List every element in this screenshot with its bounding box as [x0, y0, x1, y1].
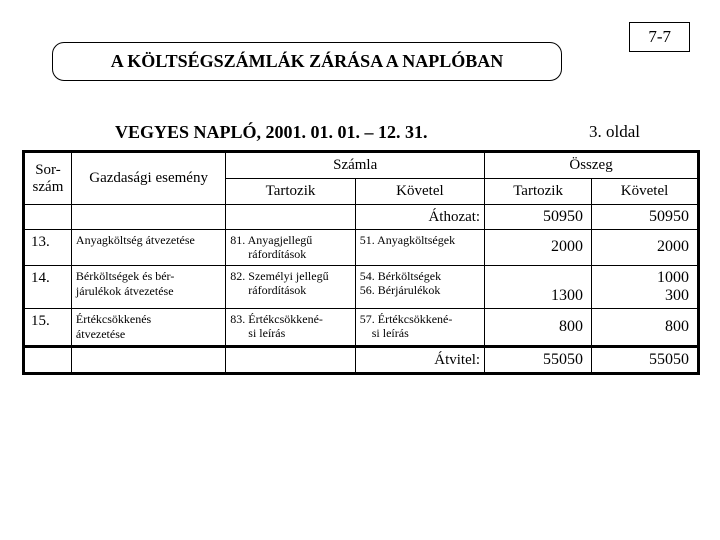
page-number: 7-7 — [629, 22, 690, 52]
atvitel-tartozik: 55050 — [485, 346, 592, 373]
row-event: Bérköltségek és bér- járulékok átvezetés… — [71, 265, 225, 308]
row-sor: 15. — [24, 308, 72, 346]
journal-table: Sor- szám Gazdasági esemény Számla Össze… — [22, 150, 700, 375]
subtitle: VEGYES NAPLÓ, 2001. 01. 01. – 12. 31. — [115, 122, 428, 143]
row-acc-tartozik: 82. Személyi jellegű ráfordítások — [226, 265, 355, 308]
header-esemeny: Gazdasági esemény — [71, 152, 225, 205]
row-tartozik: 2000 — [485, 230, 592, 266]
row-kovetel: 2000 — [592, 230, 699, 266]
atvitel-event — [71, 346, 225, 373]
athozat-acc-t — [226, 205, 355, 230]
table-row: 15. Értékcsökkenés átvezetése 83. Értékc… — [24, 308, 699, 346]
page-info: 3. oldal — [589, 122, 640, 143]
row-acc-tartozik: 81. Anyagjellegű ráfordítások — [226, 230, 355, 266]
row-event: Anyagköltség átvezetése — [71, 230, 225, 266]
athozat-tartozik: 50950 — [485, 205, 592, 230]
header-sorszam: Sor- szám — [24, 152, 72, 205]
atvitel-label: Átvitel: — [355, 346, 484, 373]
athozat-kovetel: 50950 — [592, 205, 699, 230]
row-kovetel: 800 — [592, 308, 699, 346]
row-sor: 13. — [24, 230, 72, 266]
row-kovetel: 1000 300 — [592, 265, 699, 308]
table-row: 14. Bérköltségek és bér- járulékok átvez… — [24, 265, 699, 308]
table-row: 13. Anyagköltség átvezetése 81. Anyagjel… — [24, 230, 699, 266]
athozat-label: Áthozat: — [355, 205, 484, 230]
header-szamla: Számla — [226, 152, 485, 179]
atvitel-sor — [24, 346, 72, 373]
row-acc-kovetel: 57. Értékcsökkené- si leírás — [355, 308, 484, 346]
athozat-sor — [24, 205, 72, 230]
row-event: Értékcsökkenés átvezetése — [71, 308, 225, 346]
subtitle-row: VEGYES NAPLÓ, 2001. 01. 01. – 12. 31. 3.… — [115, 122, 640, 143]
page-title: A KÖLTSÉGSZÁMLÁK ZÁRÁSA A NAPLÓBAN — [52, 42, 562, 81]
header-kovetel-2: Követel — [592, 179, 699, 205]
row-sor: 14. — [24, 265, 72, 308]
row-acc-tartozik: 83. Értékcsökkené- si leírás — [226, 308, 355, 346]
header-osszeg: Összeg — [485, 152, 699, 179]
header-tartozik-1: Tartozik — [226, 179, 355, 205]
atvitel-kovetel: 55050 — [592, 346, 699, 373]
row-tartozik: 800 — [485, 308, 592, 346]
atvitel-acc-t — [226, 346, 355, 373]
row-acc-kovetel: 54. Bérköltségek 56. Bérjárulékok — [355, 265, 484, 308]
row-acc-kovetel: 51. Anyagköltségek — [355, 230, 484, 266]
header-kovetel-1: Követel — [355, 179, 484, 205]
header-tartozik-2: Tartozik — [485, 179, 592, 205]
athozat-event — [71, 205, 225, 230]
row-tartozik: 1300 — [485, 265, 592, 308]
